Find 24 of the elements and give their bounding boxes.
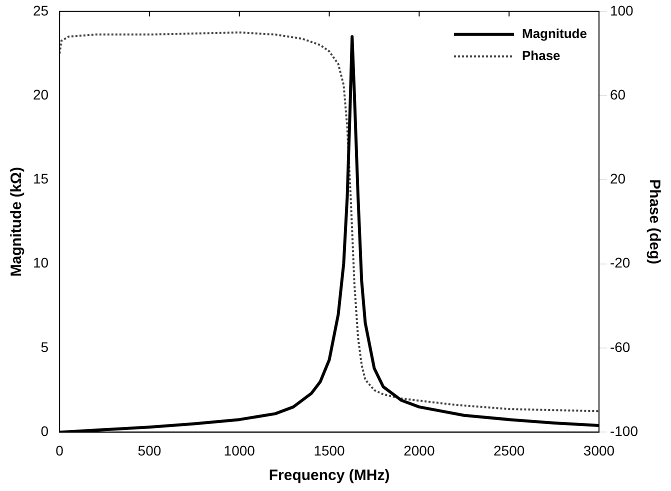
y-tick-label: 15: [32, 170, 49, 187]
y-tick-label: 10: [32, 254, 49, 271]
y-tick-label: 25: [32, 2, 49, 18]
x-tick-label: 1500: [314, 442, 346, 458]
y-tick-label: 5: [40, 338, 49, 355]
x-tick-label: 3000: [583, 442, 615, 458]
y2-axis-title: Phase (deg): [646, 179, 663, 264]
legend-label: Phase: [522, 48, 560, 63]
y2-tick-label: 20: [610, 170, 626, 187]
x-tick-label: 500: [138, 442, 162, 458]
x-axis-title: Frequency (MHz): [268, 467, 390, 484]
y2-tick-label: -60: [610, 338, 630, 355]
x-tick-label: 2000: [404, 442, 435, 458]
y2-tick-label: 100: [610, 2, 634, 18]
x-tick-label: 1000: [224, 442, 256, 458]
y2-tick-label: -100: [610, 423, 638, 440]
y-tick-label: 0: [40, 423, 49, 440]
legend-label: Magnitude: [522, 26, 587, 41]
y2-tick-label: 60: [610, 86, 626, 102]
y-tick-label: 20: [32, 86, 49, 102]
x-tick-label: 2500: [494, 442, 525, 458]
y-axis-title: Magnitude (kΩ): [8, 167, 26, 277]
x-tick-label: 0: [56, 442, 64, 458]
y2-tick-label: -20: [610, 254, 630, 271]
